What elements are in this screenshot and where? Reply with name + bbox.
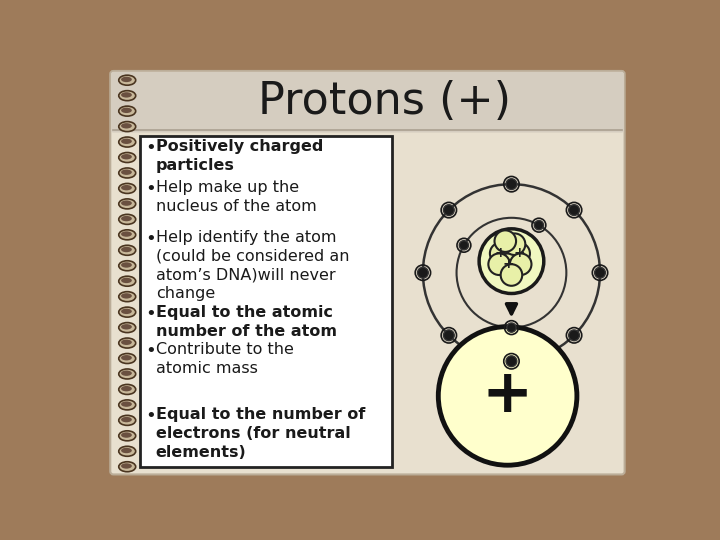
Ellipse shape	[119, 276, 135, 286]
Ellipse shape	[121, 324, 132, 329]
Text: •: •	[145, 342, 156, 360]
Ellipse shape	[119, 245, 135, 255]
Ellipse shape	[121, 340, 132, 345]
Text: Equal to the number of
electrons (for neutral
elements): Equal to the number of electrons (for ne…	[156, 408, 365, 460]
Circle shape	[488, 253, 510, 275]
Ellipse shape	[119, 338, 135, 348]
Text: •: •	[145, 408, 156, 426]
Ellipse shape	[119, 354, 135, 363]
Text: Help identify the atom
(could be considered an
atom’s DNA)will never
change: Help identify the atom (could be conside…	[156, 231, 349, 301]
Circle shape	[500, 264, 522, 286]
Text: •: •	[145, 305, 156, 323]
Circle shape	[479, 229, 544, 294]
Text: +: +	[513, 246, 525, 260]
Circle shape	[444, 205, 454, 215]
Circle shape	[459, 241, 469, 250]
Ellipse shape	[119, 369, 135, 379]
Circle shape	[508, 242, 530, 264]
Text: Positively charged
particles: Positively charged particles	[156, 139, 323, 173]
Ellipse shape	[119, 152, 135, 163]
Ellipse shape	[121, 231, 132, 237]
Ellipse shape	[119, 214, 135, 224]
Ellipse shape	[119, 462, 135, 472]
Text: Contribute to the
atomic mass: Contribute to the atomic mass	[156, 342, 294, 376]
Ellipse shape	[119, 75, 135, 85]
Ellipse shape	[121, 309, 132, 314]
Ellipse shape	[121, 92, 132, 98]
Ellipse shape	[121, 262, 132, 268]
Ellipse shape	[121, 370, 132, 376]
Ellipse shape	[121, 355, 132, 360]
Ellipse shape	[121, 386, 132, 391]
FancyBboxPatch shape	[110, 71, 625, 475]
Text: Equal to the atomic
number of the atom: Equal to the atomic number of the atom	[156, 305, 337, 339]
Circle shape	[506, 179, 517, 190]
Circle shape	[504, 233, 526, 255]
Ellipse shape	[119, 415, 135, 426]
Text: +: +	[495, 246, 506, 260]
Ellipse shape	[119, 431, 135, 441]
Ellipse shape	[121, 463, 132, 469]
Ellipse shape	[119, 292, 135, 302]
Text: Help make up the
nucleus of the atom: Help make up the nucleus of the atom	[156, 180, 317, 214]
Ellipse shape	[121, 185, 132, 191]
Ellipse shape	[121, 293, 132, 299]
Ellipse shape	[121, 200, 132, 206]
Ellipse shape	[121, 448, 132, 453]
Ellipse shape	[121, 433, 132, 438]
FancyBboxPatch shape	[111, 72, 624, 132]
Text: •: •	[145, 231, 156, 248]
Ellipse shape	[121, 154, 132, 159]
Circle shape	[490, 242, 511, 264]
Ellipse shape	[121, 278, 132, 283]
Circle shape	[507, 323, 516, 332]
Ellipse shape	[121, 170, 132, 175]
Ellipse shape	[119, 137, 135, 147]
Ellipse shape	[119, 322, 135, 333]
Ellipse shape	[119, 91, 135, 100]
Circle shape	[438, 327, 577, 465]
Circle shape	[506, 356, 517, 367]
Text: +: +	[482, 367, 534, 426]
Circle shape	[495, 231, 516, 252]
Ellipse shape	[121, 417, 132, 422]
Circle shape	[498, 253, 519, 275]
Circle shape	[569, 205, 580, 215]
FancyBboxPatch shape	[140, 136, 392, 467]
Ellipse shape	[119, 307, 135, 317]
Ellipse shape	[121, 77, 132, 82]
Ellipse shape	[119, 168, 135, 178]
Circle shape	[418, 267, 428, 278]
Circle shape	[510, 253, 531, 275]
Text: •: •	[145, 180, 156, 198]
Circle shape	[444, 330, 454, 341]
Ellipse shape	[119, 199, 135, 209]
Ellipse shape	[119, 106, 135, 116]
Circle shape	[534, 220, 544, 230]
Ellipse shape	[121, 139, 132, 144]
Ellipse shape	[119, 230, 135, 240]
Ellipse shape	[121, 401, 132, 407]
Ellipse shape	[121, 107, 132, 113]
Ellipse shape	[119, 122, 135, 132]
Text: •: •	[145, 139, 156, 158]
Ellipse shape	[119, 184, 135, 193]
Circle shape	[595, 267, 606, 278]
Circle shape	[569, 330, 580, 341]
Ellipse shape	[119, 261, 135, 271]
Ellipse shape	[119, 384, 135, 394]
Ellipse shape	[119, 446, 135, 456]
Ellipse shape	[121, 123, 132, 129]
Ellipse shape	[121, 247, 132, 252]
Ellipse shape	[119, 400, 135, 410]
Text: Protons (+): Protons (+)	[258, 80, 511, 123]
Ellipse shape	[121, 216, 132, 221]
Text: +: +	[503, 257, 514, 271]
